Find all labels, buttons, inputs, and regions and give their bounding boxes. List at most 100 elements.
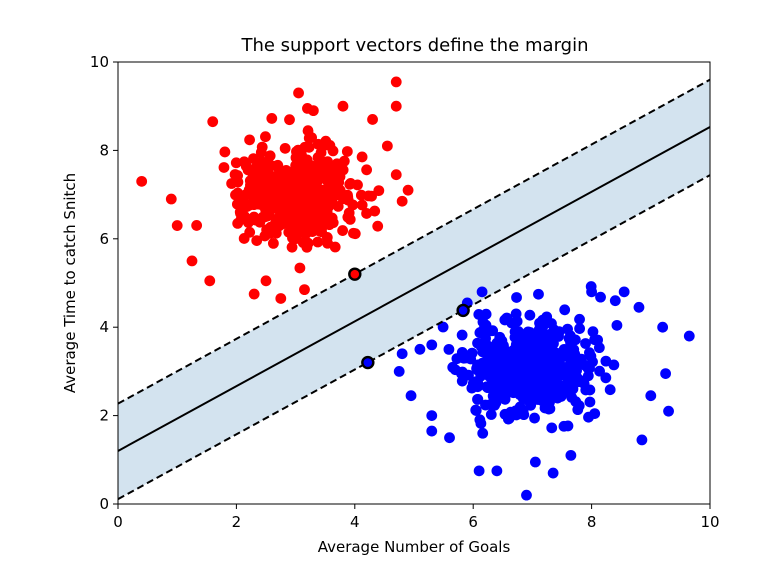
class-a-point	[244, 175, 256, 187]
class-a-point	[263, 168, 275, 180]
class-a-point	[390, 169, 402, 181]
class-b-point	[600, 355, 612, 367]
class-b-point	[473, 465, 485, 477]
chart-title: The support vectors define the margin	[240, 35, 588, 56]
class-b-point	[566, 379, 577, 391]
class-b-point	[559, 304, 571, 316]
class-b-point	[477, 427, 489, 439]
class-a-point	[345, 178, 356, 189]
class-a-point	[390, 100, 402, 112]
class-b-point	[536, 387, 548, 399]
x-tick-label: 2	[232, 513, 242, 531]
class-b-point	[504, 349, 516, 360]
class-b-point	[414, 343, 426, 355]
class-b-point	[586, 286, 597, 298]
class-b-point	[483, 351, 495, 363]
class-b-points	[393, 281, 695, 501]
support-vector-point	[361, 355, 375, 370]
class-a-points	[136, 76, 414, 304]
class-b-point	[546, 422, 558, 434]
class-a-point	[257, 185, 269, 197]
class-a-point	[373, 185, 385, 197]
class-b-point	[505, 406, 517, 418]
class-a-point	[248, 153, 259, 165]
class-b-point	[551, 354, 563, 366]
support-vector-point	[348, 267, 362, 281]
class-a-point	[260, 275, 272, 287]
class-a-point	[282, 177, 294, 189]
class-b-point	[457, 366, 468, 378]
class-a-point	[312, 236, 324, 248]
class-b-point	[486, 367, 498, 379]
class-a-point	[218, 162, 230, 173]
class-a-point	[294, 262, 306, 274]
margin-lower-line	[118, 174, 710, 501]
class-a-point	[230, 157, 242, 169]
class-a-point	[244, 134, 256, 146]
plot-frame	[117, 61, 711, 505]
class-a-point	[356, 199, 368, 211]
class-b-point	[443, 343, 455, 355]
class-a-point	[240, 160, 252, 172]
class-b-point	[437, 321, 449, 333]
class-b-point	[536, 378, 548, 390]
class-a-point	[236, 197, 248, 209]
class-b-point	[518, 350, 530, 362]
class-b-point	[609, 295, 621, 307]
class-b-point	[546, 389, 558, 400]
class-a-point	[326, 181, 338, 193]
class-b-point	[511, 315, 523, 327]
y-axis: 0 2 4 6 8 10	[90, 53, 118, 513]
class-a-point	[319, 210, 331, 222]
class-b-point	[547, 467, 559, 479]
class-b-point	[562, 420, 574, 432]
class-a-point	[342, 189, 353, 201]
class-a-point	[230, 189, 241, 201]
y-axis-label: Average Time to catch Snitch	[61, 173, 79, 393]
class-b-point	[580, 384, 592, 396]
class-a-point	[342, 211, 354, 223]
class-a-point	[367, 114, 378, 125]
class-b-point	[480, 399, 491, 411]
class-a-point	[292, 227, 304, 239]
class-b-point	[537, 314, 549, 326]
class-b-point	[565, 449, 577, 461]
y-tick-label: 8	[99, 141, 109, 159]
class-a-point	[332, 200, 344, 212]
class-b-point	[485, 325, 497, 337]
class-a-point	[361, 164, 373, 176]
class-b-point	[456, 346, 468, 358]
class-a-point	[266, 113, 278, 124]
class-a-point	[396, 195, 408, 207]
class-a-point	[279, 142, 291, 154]
class-a-point	[284, 114, 295, 126]
class-a-point	[355, 189, 367, 201]
class-b-point	[529, 456, 541, 468]
class-a-point	[316, 162, 327, 173]
y-tick-label: 4	[99, 318, 109, 336]
class-b-point	[566, 391, 578, 403]
class-b-point	[393, 366, 405, 377]
class-a-point	[372, 220, 384, 232]
y-tick-label: 6	[99, 230, 109, 248]
class-a-point	[165, 193, 177, 205]
class-a-point	[333, 189, 345, 201]
class-b-point	[506, 360, 518, 372]
class-a-point	[275, 293, 287, 304]
class-b-point	[592, 334, 604, 346]
class-a-point	[287, 200, 299, 212]
class-b-point	[499, 314, 511, 326]
class-b-point	[396, 348, 408, 360]
class-a-point	[235, 213, 247, 225]
y-tick-label: 0	[99, 495, 109, 513]
class-b-point	[564, 330, 576, 342]
class-a-point	[191, 220, 203, 231]
class-a-point	[299, 284, 310, 296]
y-tick-label: 2	[99, 407, 109, 425]
class-a-point	[186, 255, 198, 267]
class-a-point	[254, 216, 266, 228]
class-a-point	[219, 146, 231, 158]
class-a-point	[136, 175, 148, 187]
class-b-point	[539, 333, 551, 345]
class-b-point	[477, 316, 489, 328]
